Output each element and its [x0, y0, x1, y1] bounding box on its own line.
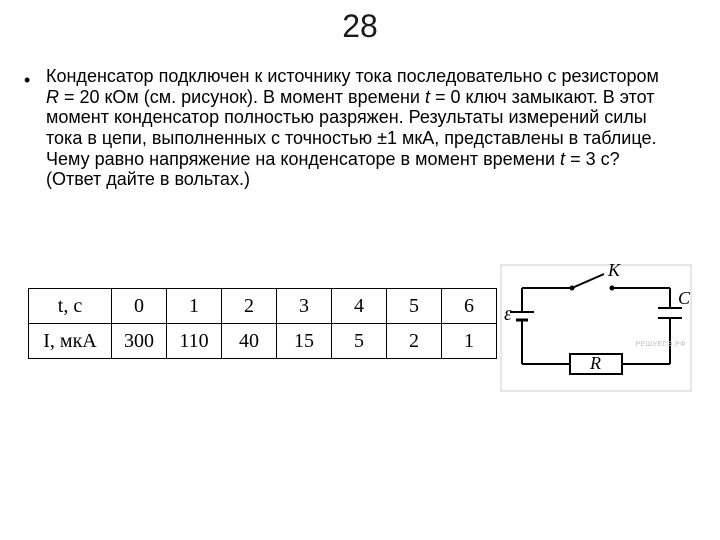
table-cell: 2 — [222, 289, 277, 324]
data-table-wrap: t, c 0 1 2 3 4 5 6 I, мкА 300 110 40 15 … — [28, 288, 497, 359]
table-cell: 15 — [277, 324, 332, 359]
table-cell: 1 — [442, 324, 497, 359]
text-segment: Конденсатор подключен к источнику тока п… — [46, 66, 659, 86]
row-header-current: I, мкА — [29, 324, 112, 359]
label-c: C — [678, 288, 691, 308]
slide: 28 • Конденсатор подключен к источнику т… — [0, 0, 720, 540]
table-cell: 4 — [332, 289, 387, 324]
label-r: R — [589, 353, 601, 373]
table-row: I, мкА 300 110 40 15 5 2 1 — [29, 324, 497, 359]
data-table: t, c 0 1 2 3 4 5 6 I, мкА 300 110 40 15 … — [28, 288, 497, 359]
watermark: РЕШУЕГЭ.РФ — [635, 341, 686, 348]
table-cell: 2 — [387, 324, 442, 359]
table-row: t, c 0 1 2 3 4 5 6 — [29, 289, 497, 324]
table-cell: 300 — [112, 324, 167, 359]
table-cell: 6 — [442, 289, 497, 324]
label-emf: ε — [504, 303, 512, 325]
table-cell: 110 — [167, 324, 222, 359]
circuit-diagram: K ε C R РЕШУЕГЭ.РФ — [500, 264, 692, 392]
table-cell: 0 — [112, 289, 167, 324]
table-cell: 3 — [277, 289, 332, 324]
table-cell: 40 — [222, 324, 277, 359]
label-k: K — [607, 264, 621, 280]
row-header-time: t, c — [29, 289, 112, 324]
bullet-icon: • — [24, 70, 30, 91]
problem-text: • Конденсатор подключен к источнику тока… — [46, 66, 676, 190]
table-cell: 5 — [332, 324, 387, 359]
var-R: R — [46, 87, 59, 107]
table-cell: 1 — [167, 289, 222, 324]
table-cell: 5 — [387, 289, 442, 324]
slide-number: 28 — [0, 8, 720, 45]
text-segment: = 20 кОм (см. рисунок). В момент времени — [59, 87, 425, 107]
